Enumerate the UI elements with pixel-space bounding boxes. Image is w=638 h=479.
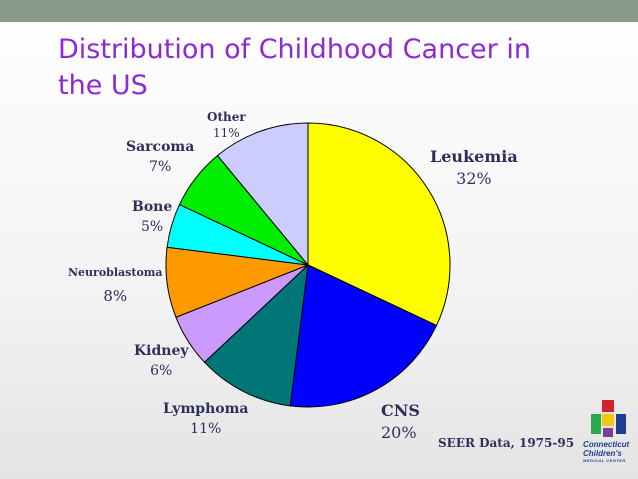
label-cns: CNS 20% (381, 401, 420, 442)
label-other-pct: 11% (213, 126, 240, 140)
logo-purple-square (603, 428, 613, 437)
label-cns-pct: 20% (381, 423, 417, 442)
label-bone-pct: 5% (141, 219, 164, 235)
label-kidney: Kidney 6% (134, 343, 189, 379)
pie-slice-other (216, 122, 309, 267)
label-other-name: Other (207, 110, 246, 124)
label-leukemia: Leukemia 32% (430, 147, 518, 188)
label-kidney-name: Kidney (134, 343, 189, 359)
pie-slice-leukemia (307, 122, 451, 327)
source-note: SEER Data, 1975-95 (438, 436, 575, 450)
label-neuroblastoma-name: Neuroblastoma (68, 266, 163, 279)
logo-line3: MEDICAL CENTER (583, 458, 626, 463)
label-bone-name: Bone (132, 199, 173, 215)
label-other: Other 11% (207, 110, 246, 140)
label-sarcoma-name: Sarcoma (126, 139, 195, 155)
label-leukemia-pct: 32% (456, 169, 492, 188)
label-sarcoma-pct: 7% (149, 159, 172, 175)
logo-line2: Children's (583, 449, 622, 458)
label-lymphoma: Lymphoma 11% (163, 401, 248, 437)
logo-green-bar (591, 414, 601, 434)
connecticut-childrens-logo (591, 400, 626, 437)
logo-red-square (602, 400, 614, 412)
label-cns-name: CNS (381, 401, 420, 420)
slide-title: Distribution of Childhood Cancer in the … (58, 34, 531, 101)
label-neuroblastoma-pct: 8% (103, 287, 128, 305)
label-sarcoma: Sarcoma 7% (126, 139, 194, 175)
pie-slices (165, 122, 451, 408)
top-bar (0, 0, 638, 22)
label-neuroblastoma: Neuroblastoma 8% (68, 266, 163, 305)
label-lymphoma-name: Lymphoma (163, 401, 249, 417)
logo-blue-bar (616, 414, 626, 434)
label-lymphoma-pct: 11% (190, 421, 222, 437)
logo-line1: Connecticut (583, 440, 630, 449)
label-bone: Bone 5% (132, 199, 172, 235)
label-leukemia-name: Leukemia (430, 147, 518, 166)
logo-yellow-square (602, 414, 614, 426)
label-kidney-pct: 6% (150, 363, 173, 379)
pie-slice-cns (289, 264, 438, 408)
pie-slice-lymphoma (203, 263, 309, 407)
logo-wordmark: Connecticut Children's MEDICAL CENTER (583, 440, 638, 463)
